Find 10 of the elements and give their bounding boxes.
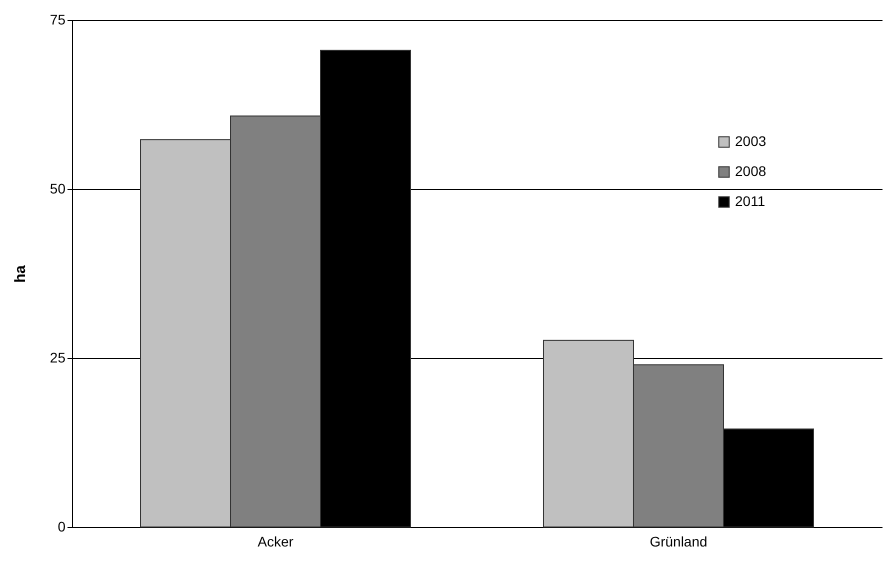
x-tick-label: Acker [258,534,294,550]
legend-label: 2008 [735,163,766,179]
y-tick-label: 0 [58,518,66,534]
legend-label: 2003 [735,133,766,149]
legend-label: 2011 [735,193,766,209]
y-tick-label: 25 [50,350,66,366]
y-tick-label: 75 [50,12,66,28]
y-tick-label: 50 [50,180,66,196]
y-axis-title: ha [12,264,29,283]
x-tick-label: Grünland [650,534,708,550]
